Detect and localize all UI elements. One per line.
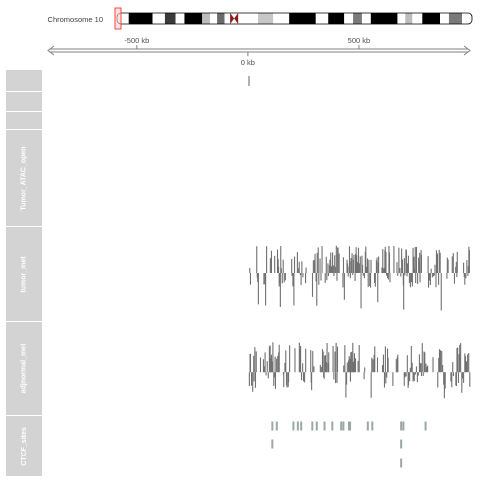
- ctcf-site: [424, 421, 427, 431]
- axis-arrow-left: [47, 45, 55, 56]
- chromosome-band: [217, 13, 225, 24]
- current-region-highlight: [114, 7, 122, 30]
- panel-label: adjnormal_met: [20, 343, 28, 394]
- panel-label-wrap: Tumor_ATAC_open: [6, 130, 42, 226]
- panel-label-wrap: adjnormal_met: [6, 322, 42, 415]
- axis-tick-label: 0 kb: [241, 58, 255, 67]
- chromosome-band: [353, 13, 362, 24]
- chromosome-band: [422, 13, 441, 24]
- genome-axis: -500 kb 0 kb 500 kb: [47, 36, 471, 67]
- chromosome-band: [328, 13, 345, 24]
- axis-arrow-right: [463, 45, 471, 56]
- ctcf-site: [347, 421, 350, 431]
- chromosome-band: [224, 13, 258, 24]
- chromosome-band: [448, 13, 463, 24]
- chromosome-band: [128, 13, 153, 24]
- signal-bars: [248, 245, 471, 399]
- panel-label: Tumor_ATAC_open: [20, 145, 28, 211]
- centromere: [230, 13, 239, 24]
- panel-empty-2: [6, 92, 42, 111]
- chromosome-label: Chromosome 10: [48, 15, 103, 24]
- ctcf-site: [400, 421, 403, 431]
- ctcf-site: [292, 421, 295, 431]
- chromosome-band: [440, 13, 449, 24]
- ctcf-site: [349, 421, 352, 431]
- panel-ctcf-sites: CTCF_sites: [6, 416, 42, 476]
- chromosome-band: [202, 13, 211, 24]
- ctcf-site: [275, 421, 278, 431]
- ctcf-site: [271, 439, 274, 449]
- chromosome-band: [117, 13, 129, 24]
- chromosome-band: [370, 13, 398, 24]
- chromosome-band: [397, 13, 406, 24]
- chromosome-bands: [117, 13, 472, 24]
- ctcf-site: [342, 421, 345, 431]
- ctcf-site: [300, 421, 303, 431]
- panel-label-wrap: CTCF_sites: [6, 416, 42, 476]
- chromosome-band: [405, 13, 413, 24]
- chromosome-band: [462, 13, 472, 24]
- chromosome-band: [152, 13, 165, 24]
- axis-tick-label: -500 kb: [124, 36, 149, 45]
- ctcf-site: [366, 421, 369, 431]
- ctcf-site: [311, 421, 314, 431]
- ctcf-features: [271, 421, 427, 468]
- ctcf-site: [296, 421, 299, 431]
- ctcf-site: [331, 421, 334, 431]
- panel-empty-1: [6, 70, 42, 91]
- chromosome-band: [175, 13, 185, 24]
- chromosome-band: [289, 13, 316, 24]
- panel-tumor-atac-open: Tumor_ATAC_open: [6, 130, 42, 226]
- ctcf-site: [400, 458, 403, 468]
- panel-label: CTCF_sites: [20, 426, 28, 466]
- ctcf-site: [371, 421, 374, 431]
- ideogram-track: Chromosome 10: [48, 7, 473, 30]
- chromosome-band: [257, 13, 274, 24]
- chromosome-band: [273, 13, 290, 24]
- ctcf-site: [400, 439, 403, 449]
- panel-adjnormal-met: adjnormal_met: [6, 322, 42, 415]
- chromosome-band: [412, 13, 423, 24]
- chromosome-band: [210, 13, 218, 24]
- ctcf-site: [315, 421, 318, 431]
- panel-tumor-met: tumor_met: [6, 227, 42, 321]
- chromosome-band: [315, 13, 329, 24]
- chromosome-band: [361, 13, 371, 24]
- chromosome-band: [344, 13, 354, 24]
- axis-tick-label: 500 kb: [348, 36, 371, 45]
- ctcf-site: [402, 421, 405, 431]
- panel-empty-3: [6, 112, 42, 129]
- panel-label-wrap: tumor_met: [6, 227, 42, 321]
- ctcf-site: [323, 421, 326, 431]
- ctcf-site: [340, 421, 343, 431]
- ctcf-site: [271, 421, 274, 431]
- chromosome-band: [164, 13, 176, 24]
- chromosome-band: [184, 13, 203, 24]
- chromosome-overlay: [114, 7, 473, 30]
- panel-label: tumor_met: [20, 255, 28, 293]
